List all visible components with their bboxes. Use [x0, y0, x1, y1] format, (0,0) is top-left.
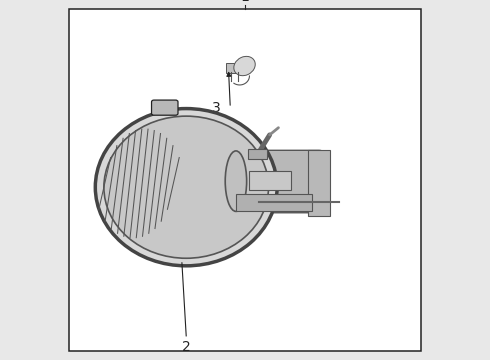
- FancyBboxPatch shape: [229, 150, 323, 213]
- Ellipse shape: [234, 57, 255, 76]
- Bar: [69, 9, 421, 351]
- FancyBboxPatch shape: [247, 149, 267, 159]
- FancyBboxPatch shape: [236, 194, 312, 211]
- Ellipse shape: [104, 116, 269, 258]
- Ellipse shape: [95, 109, 277, 266]
- Text: 3: 3: [212, 101, 220, 115]
- Text: 1: 1: [241, 0, 249, 4]
- FancyBboxPatch shape: [249, 171, 291, 190]
- Ellipse shape: [225, 151, 246, 211]
- Text: 2: 2: [182, 340, 191, 354]
- FancyBboxPatch shape: [308, 150, 330, 216]
- FancyBboxPatch shape: [151, 100, 178, 115]
- FancyBboxPatch shape: [226, 63, 248, 73]
